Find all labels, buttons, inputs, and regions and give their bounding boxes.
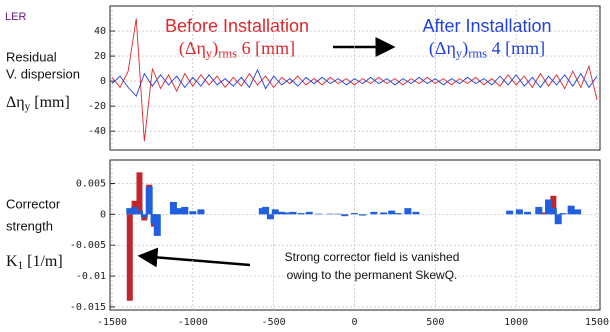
- y-axis-label: V. dispersion: [6, 66, 80, 81]
- bar: [341, 214, 349, 217]
- bar: [189, 211, 197, 215]
- y-tick-label: 0: [100, 76, 106, 87]
- bar: [535, 206, 543, 215]
- bar: [326, 213, 334, 215]
- plot-frame: [109, 159, 601, 311]
- math-part: ): [462, 38, 468, 59]
- bar: [351, 213, 358, 215]
- x-tick-label: 0: [351, 317, 357, 328]
- bar: [131, 206, 139, 215]
- bar: [126, 208, 134, 215]
- y-tick-label: -40: [88, 126, 106, 137]
- bar: [197, 209, 205, 215]
- bar: [135, 210, 143, 215]
- y-axis-label: Residual: [6, 49, 57, 64]
- bar: [140, 214, 148, 218]
- bar: [523, 211, 531, 215]
- math-part: rms: [468, 46, 487, 60]
- math-part: rms: [218, 46, 237, 60]
- y-tick-label: 20: [94, 51, 106, 62]
- math-part: 1: [18, 260, 24, 272]
- x-tick-label: -1000: [178, 317, 208, 328]
- bar: [278, 211, 286, 215]
- y-tick-label: -0.01: [76, 271, 106, 282]
- bar: [266, 214, 274, 220]
- corner-label: LER: [5, 11, 26, 23]
- math-part: K: [6, 253, 18, 270]
- bar: [359, 214, 367, 216]
- math-label: Δηy [mm]: [6, 94, 70, 113]
- series-line: [111, 68, 598, 98]
- math-part: [mm]: [30, 94, 70, 111]
- y-tick-label: 0: [100, 209, 106, 220]
- bar: [388, 210, 396, 215]
- bar: [554, 214, 562, 225]
- arrow: [137, 247, 251, 268]
- y-tick-label: -0.015: [70, 302, 106, 313]
- y-tick-label: 0.005: [76, 178, 106, 189]
- y-tick-label: 40: [94, 26, 106, 37]
- bar: [283, 212, 291, 215]
- bar: [126, 214, 133, 301]
- math-label: (Δηy)rms 6 [mm]: [179, 38, 295, 60]
- math-part: ): [212, 38, 218, 59]
- bar: [181, 206, 189, 215]
- annotation: Strong corrector field is vanished: [285, 250, 460, 264]
- bar: [315, 213, 323, 215]
- bar: [550, 195, 557, 215]
- math-part: (Δη: [179, 38, 206, 59]
- bar: [545, 199, 552, 215]
- math-part: y: [456, 46, 463, 60]
- y-tick-label: -20: [88, 101, 106, 112]
- bar: [174, 208, 182, 215]
- math-label: (Δηy)rms 4 [mm]: [429, 38, 545, 60]
- math-label: K1 [1/m]: [6, 253, 63, 272]
- bar: [145, 186, 153, 215]
- bar: [153, 214, 161, 236]
- bar: [412, 211, 420, 215]
- bar: [549, 208, 557, 215]
- bar: [540, 212, 547, 215]
- plot-frame: [109, 5, 601, 151]
- bar: [567, 205, 575, 215]
- x-tick-label: 500: [426, 317, 444, 328]
- bar: [574, 209, 582, 215]
- bar: [334, 213, 342, 215]
- title: Before Installation: [165, 16, 309, 36]
- bar: [380, 212, 388, 215]
- bar: [169, 201, 177, 215]
- x-tick-label: -500: [262, 317, 286, 328]
- y-axis-label: strength: [6, 218, 53, 233]
- math-part: [1/m]: [23, 253, 63, 270]
- bar: [394, 213, 402, 215]
- bar: [297, 213, 305, 215]
- math-part: y: [25, 101, 31, 113]
- x-tick-label: -1500: [97, 317, 127, 328]
- math-part: 4 [mm]: [487, 38, 545, 58]
- bar: [289, 211, 297, 215]
- bar: [136, 172, 143, 215]
- math-part: y: [206, 46, 213, 60]
- math-part: Δη: [6, 94, 25, 111]
- bar: [370, 211, 378, 215]
- x-tick-label: 1000: [504, 317, 528, 328]
- y-axis-label: Corrector: [6, 196, 61, 211]
- bar: [262, 206, 270, 215]
- annotation: owing to the permanent SkewQ.: [287, 268, 458, 282]
- bar: [404, 208, 412, 215]
- bar: [559, 213, 567, 215]
- series-line: [111, 18, 598, 142]
- bar: [506, 210, 514, 215]
- title: After Installation: [422, 16, 551, 36]
- y-tick-label: -0.005: [70, 240, 106, 251]
- x-tick-label: 1500: [585, 317, 609, 328]
- math-part: 6 [mm]: [237, 38, 295, 58]
- bar: [515, 209, 523, 215]
- bar: [271, 209, 279, 215]
- bar: [305, 211, 313, 215]
